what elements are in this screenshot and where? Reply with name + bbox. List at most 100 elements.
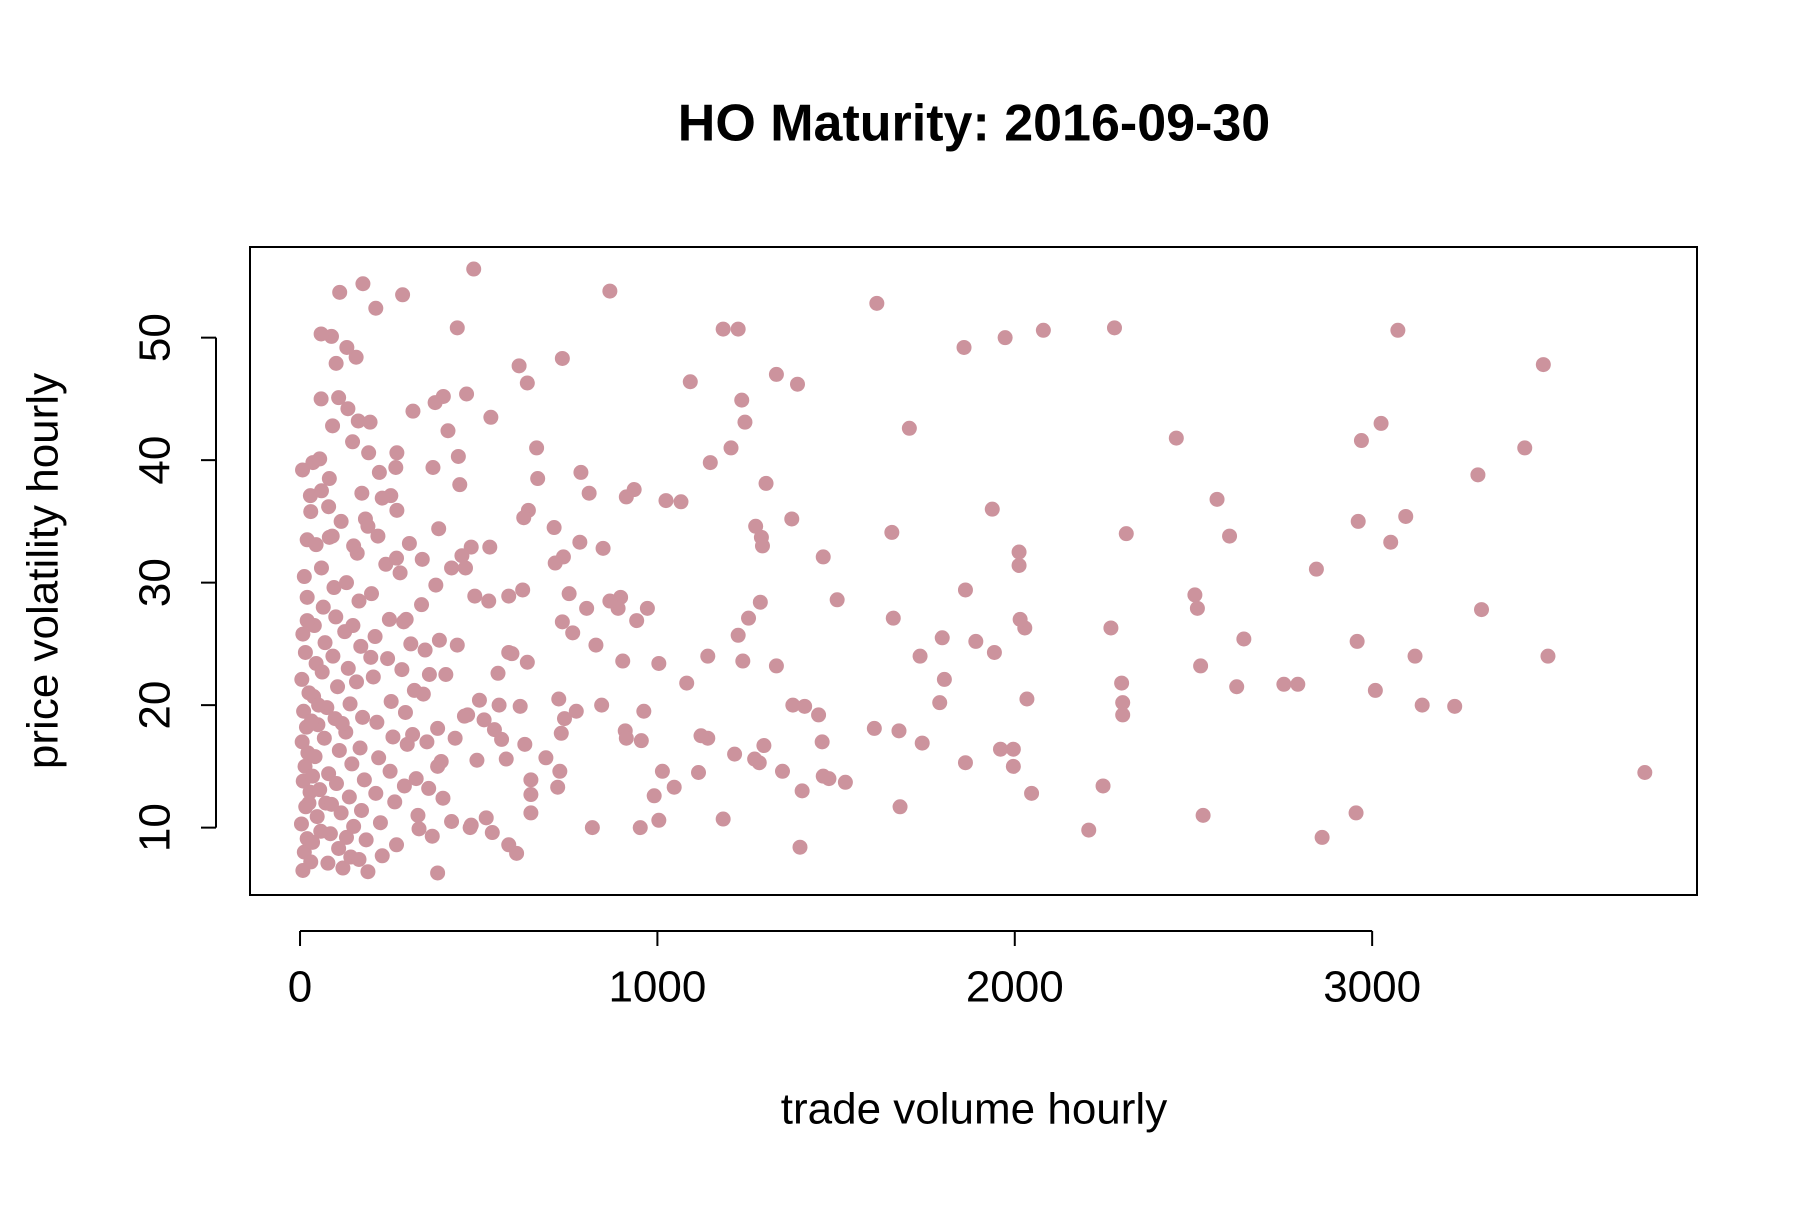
point: [328, 776, 344, 792]
point: [693, 728, 709, 744]
point: [382, 763, 398, 779]
point: [794, 783, 810, 799]
y-tick-label: 40: [131, 436, 180, 485]
point: [869, 295, 885, 311]
point: [314, 664, 330, 680]
point: [401, 535, 417, 551]
point: [679, 675, 695, 691]
point: [383, 693, 399, 709]
point: [351, 593, 367, 609]
point: [356, 772, 372, 788]
point: [815, 549, 831, 565]
point: [326, 580, 342, 596]
point: [792, 839, 808, 855]
point: [551, 691, 567, 707]
point: [328, 609, 344, 625]
point: [341, 789, 357, 805]
point: [411, 821, 427, 837]
point: [370, 528, 386, 544]
point: [431, 632, 447, 648]
y-tick-label: 10: [131, 803, 180, 852]
point: [654, 763, 670, 779]
point: [814, 734, 830, 750]
point: [748, 518, 764, 534]
point: [1168, 430, 1184, 446]
point: [449, 637, 465, 653]
point: [415, 686, 431, 702]
point: [408, 771, 424, 787]
point: [595, 540, 611, 556]
point: [305, 768, 321, 784]
point: [313, 483, 329, 499]
point: [1189, 600, 1205, 616]
point: [338, 575, 354, 591]
point: [405, 403, 421, 419]
point: [1447, 698, 1463, 714]
point: [313, 391, 329, 407]
point: [346, 818, 362, 834]
point: [295, 626, 311, 642]
point: [360, 518, 376, 534]
point: [519, 654, 535, 670]
point: [345, 618, 361, 634]
point: [702, 455, 718, 471]
point: [466, 261, 482, 277]
point: [387, 794, 403, 810]
point: [324, 528, 340, 544]
point: [385, 729, 401, 745]
point: [892, 799, 908, 815]
point: [747, 751, 763, 767]
point: [568, 703, 584, 719]
point: [735, 653, 751, 669]
point: [392, 565, 408, 581]
point: [1012, 611, 1028, 627]
point: [1290, 676, 1306, 692]
point: [651, 812, 667, 828]
point: [797, 698, 813, 714]
x-tick-label: 1000: [608, 963, 706, 1012]
point: [997, 330, 1013, 346]
point: [968, 633, 984, 649]
point: [618, 730, 634, 746]
point: [1222, 528, 1238, 544]
point: [1407, 648, 1423, 664]
point: [440, 423, 456, 439]
point: [588, 637, 604, 653]
x-tick-label: 2000: [966, 963, 1064, 1012]
point: [550, 779, 566, 795]
point: [517, 736, 533, 752]
point: [529, 440, 545, 456]
point: [352, 740, 368, 756]
point: [1115, 695, 1131, 711]
point: [636, 703, 652, 719]
point: [452, 477, 468, 493]
point: [1637, 765, 1653, 781]
point: [389, 445, 405, 461]
point: [467, 588, 483, 604]
point: [829, 592, 845, 608]
point: [486, 722, 502, 738]
point: [348, 349, 364, 365]
point: [752, 594, 768, 610]
point: [1414, 697, 1430, 713]
point: [1081, 822, 1097, 838]
point: [715, 811, 731, 827]
point: [331, 390, 347, 406]
point: [984, 501, 1000, 517]
point: [417, 642, 433, 658]
point: [363, 649, 379, 665]
point: [501, 644, 517, 660]
point: [523, 787, 539, 803]
point: [367, 629, 383, 645]
point: [295, 863, 311, 879]
point: [312, 451, 328, 467]
point: [1470, 467, 1486, 483]
point: [1005, 741, 1021, 757]
point: [837, 774, 853, 790]
point: [340, 401, 356, 417]
point: [345, 434, 361, 450]
point: [602, 593, 618, 609]
point: [299, 589, 315, 605]
point: [313, 560, 329, 576]
